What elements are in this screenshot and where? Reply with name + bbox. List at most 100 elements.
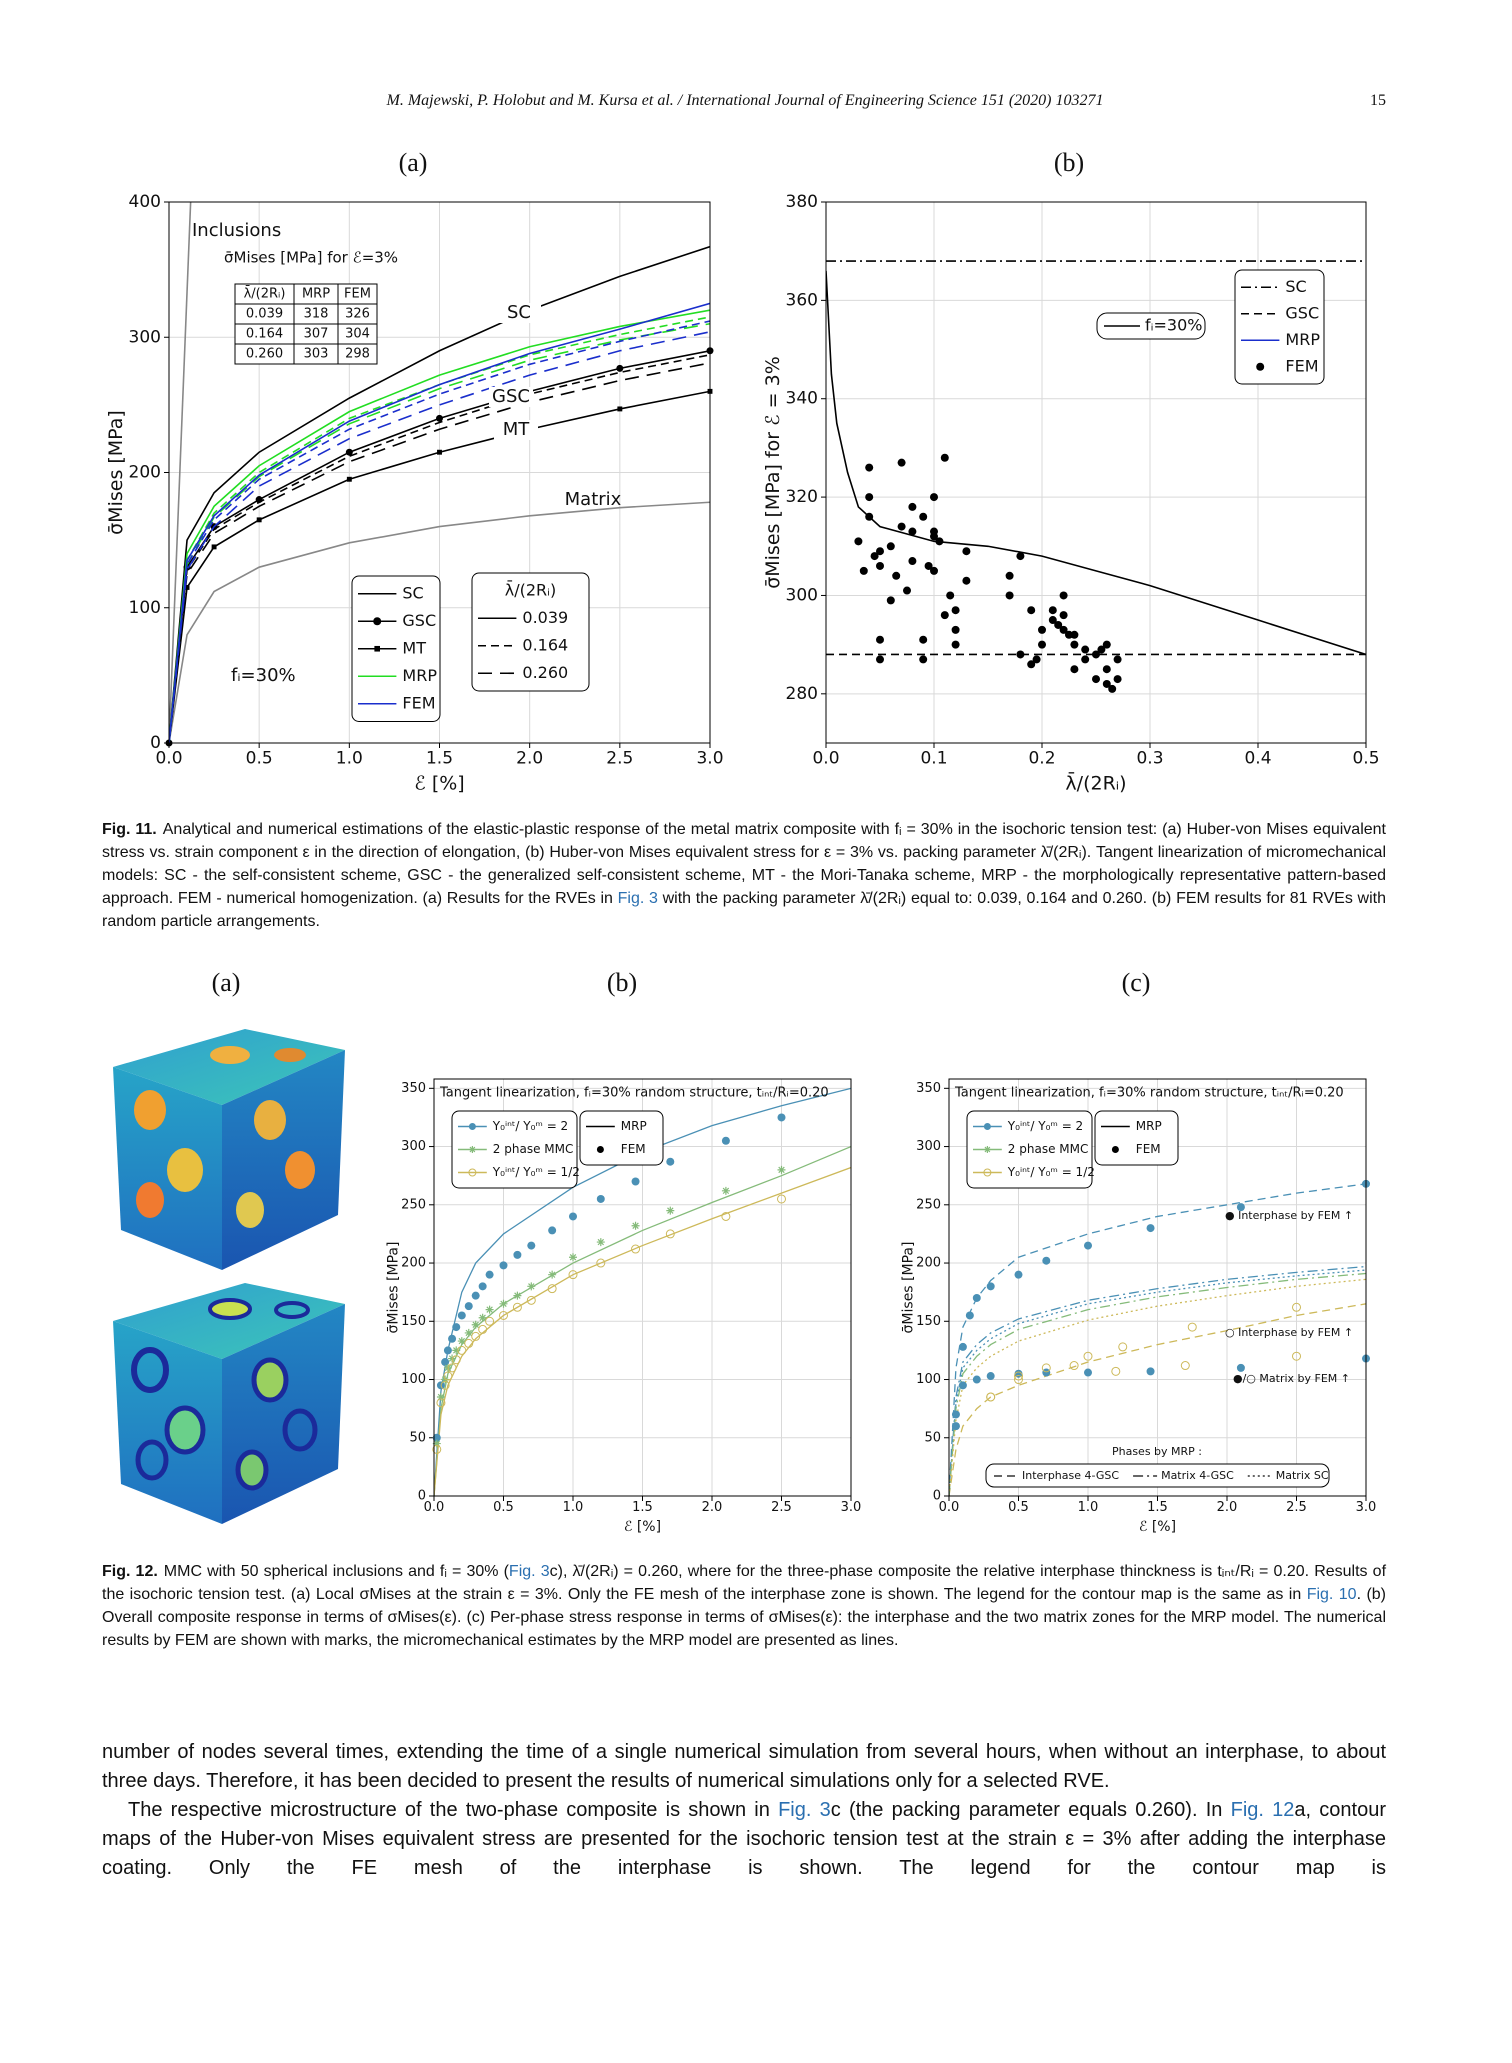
marker xyxy=(1016,552,1025,561)
marker xyxy=(548,1270,557,1279)
cross-reference-link[interactable]: Fig. 10 xyxy=(1306,1586,1357,1603)
legend-title: λ̄/(2Rᵢ) xyxy=(505,580,557,599)
marker xyxy=(1113,675,1122,684)
marker xyxy=(346,476,352,482)
text-run: number of nodes several times, extending… xyxy=(102,1741,1386,1792)
table-cell-text: FEM xyxy=(344,287,371,302)
marker xyxy=(919,512,928,521)
marker xyxy=(1005,571,1014,580)
y-tick-label: 200 xyxy=(916,1256,941,1271)
marker xyxy=(908,502,917,511)
annotation-bg xyxy=(494,420,538,440)
legend-box xyxy=(966,1110,1093,1189)
legend-label: FEM xyxy=(1136,1142,1161,1156)
series-line xyxy=(169,202,192,743)
marker xyxy=(432,1433,441,1442)
annotation: Matrix xyxy=(565,489,622,510)
y-axis-label: σ̄Mises [MPa] for ℰ = 3% xyxy=(762,356,784,589)
marker xyxy=(1092,650,1100,659)
marker xyxy=(1102,665,1111,674)
legend-label: 0.260 xyxy=(522,663,568,682)
table-cell-text: λ̄/(2Rᵢ) xyxy=(244,286,286,301)
series-line xyxy=(949,1278,1366,1496)
marker xyxy=(569,1253,577,1262)
marker xyxy=(468,1146,476,1153)
marker xyxy=(903,586,911,595)
table-cell-text: 304 xyxy=(345,327,370,342)
x-tick-label: 1.5 xyxy=(1147,1500,1168,1515)
panel-label: (c) xyxy=(1122,968,1151,997)
annotation: SC xyxy=(507,302,531,323)
marker xyxy=(1256,362,1265,371)
marker xyxy=(908,557,917,566)
legend-label: SC xyxy=(1285,277,1306,296)
series-line xyxy=(826,270,1366,656)
marker xyxy=(908,527,917,536)
x-tick-label: 0.2 xyxy=(1028,748,1055,768)
series-line xyxy=(169,245,710,743)
table-cell-text: 0.164 xyxy=(246,327,283,342)
cross-reference-link[interactable]: Fig. 3 xyxy=(778,1799,831,1821)
y-tick-label: 360 xyxy=(786,290,818,310)
marker xyxy=(951,1422,960,1431)
marker xyxy=(436,1398,446,1408)
paragraph: number of nodes several times, extending… xyxy=(102,1738,1386,1796)
marker xyxy=(1102,640,1111,649)
marker xyxy=(1113,655,1122,664)
legend-label: Y₀ⁱⁿᵗ/ Y₀ᵐ = 1/2 xyxy=(492,1165,580,1179)
legend-box xyxy=(471,572,590,692)
marker xyxy=(499,1299,508,1308)
series-line xyxy=(169,320,710,743)
y-tick-label: 350 xyxy=(916,1081,941,1096)
marker xyxy=(1236,1203,1245,1212)
legend-label: FEM xyxy=(1285,356,1318,375)
x-tick-label: 1.5 xyxy=(632,1500,653,1515)
marker xyxy=(437,449,442,455)
marker xyxy=(951,640,960,649)
table-cell-text: 326 xyxy=(345,307,370,322)
marker xyxy=(1027,606,1036,615)
marker xyxy=(1065,630,1073,639)
marker xyxy=(512,1302,522,1312)
y-axis-label: σ̄Mises [MPa] xyxy=(105,410,127,535)
table-cell-text: 303 xyxy=(304,347,329,362)
marker xyxy=(1059,591,1068,600)
marker xyxy=(513,1291,522,1300)
figure-caption: Fig. 11. Analytical and numerical estimat… xyxy=(102,818,1386,933)
x-tick-label: 2.0 xyxy=(516,748,543,768)
marker xyxy=(1292,1302,1301,1312)
marker xyxy=(547,1284,557,1294)
paragraph: The respective microstructure of the two… xyxy=(102,1796,1386,1883)
x-tick-label: 0.0 xyxy=(812,748,839,768)
marker xyxy=(478,1282,487,1291)
y-tick-label: 0 xyxy=(418,1489,426,1504)
cross-reference-link[interactable]: Fig. 3 xyxy=(617,890,658,907)
marker xyxy=(1048,616,1057,625)
legend-label: MRP xyxy=(621,1119,647,1133)
marker xyxy=(184,585,190,590)
marker xyxy=(631,1177,640,1186)
marker xyxy=(631,1221,640,1230)
marker xyxy=(436,414,443,422)
marker xyxy=(436,1392,445,1401)
table-cell-text: 0.260 xyxy=(246,347,283,362)
x-tick-label: 0.0 xyxy=(424,1500,445,1515)
marker xyxy=(1111,1366,1121,1376)
marker xyxy=(897,522,906,531)
x-tick-label: 1.0 xyxy=(563,1500,584,1515)
marker xyxy=(451,1355,461,1365)
series-line xyxy=(949,1265,1366,1496)
y-tick-label: 0 xyxy=(150,733,161,753)
legend-label: 0.039 xyxy=(522,608,568,627)
x-axis-label: ℰ [%] xyxy=(624,1519,661,1535)
marker xyxy=(962,547,971,556)
annotation: MT xyxy=(503,419,531,440)
marker xyxy=(919,655,928,664)
x-tick-label: 2.0 xyxy=(1217,1500,1238,1515)
cross-reference-link[interactable]: Fig. 12 xyxy=(1230,1799,1295,1821)
marker xyxy=(935,537,944,546)
marker xyxy=(865,493,874,502)
panel-label: (b) xyxy=(607,968,637,997)
marker xyxy=(1041,1363,1051,1373)
cross-reference-link[interactable]: Fig. 3 xyxy=(508,1563,550,1580)
